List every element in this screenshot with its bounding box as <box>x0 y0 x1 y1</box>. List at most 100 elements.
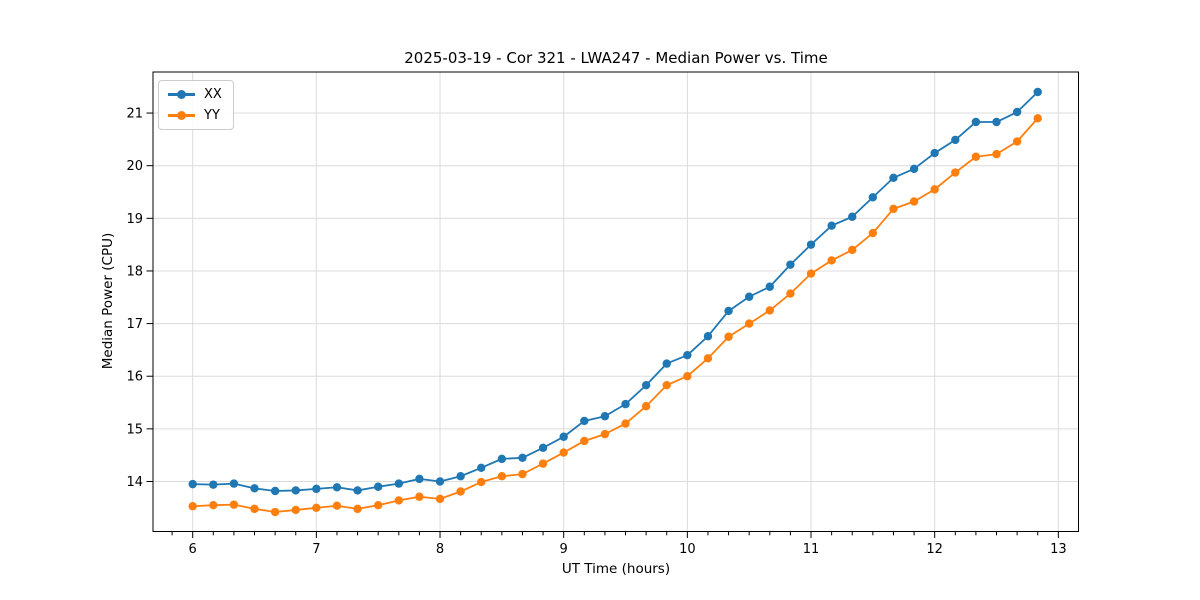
data-point-yy <box>889 204 898 214</box>
data-point-xx <box>518 453 527 463</box>
data-point-yy <box>703 354 713 363</box>
data-point-xx <box>621 399 630 409</box>
data-point-yy <box>992 149 1001 159</box>
data-point-yy <box>1033 114 1042 123</box>
legend-line-marker-icon <box>168 90 195 100</box>
axis-ticks <box>146 112 1059 538</box>
data-point-xx <box>291 486 300 495</box>
data-point-yy <box>971 152 981 161</box>
chart-title: 2025-03-19 - Cor 321 - LWA247 - Median P… <box>404 49 828 67</box>
data-point-xx <box>683 350 692 360</box>
svg-text:15: 15 <box>126 422 143 437</box>
svg-text:19: 19 <box>126 212 143 227</box>
y-axis-label: Median Power (CPU) <box>100 232 116 370</box>
svg-text:13: 13 <box>1050 542 1067 557</box>
data-point-xx <box>580 416 589 426</box>
data-point-xx <box>394 479 404 488</box>
data-point-xx <box>332 483 342 492</box>
data-point-xx <box>827 221 836 230</box>
data-point-xx <box>373 482 383 491</box>
data-point-yy <box>765 306 774 315</box>
data-point-yy <box>641 402 651 411</box>
data-point-yy <box>786 289 795 298</box>
data-point-xx <box>538 443 548 453</box>
data-point-xx <box>415 474 424 484</box>
data-point-yy <box>683 372 692 381</box>
data-point-yy <box>456 487 465 496</box>
data-point-yy <box>188 502 197 511</box>
data-point-xx <box>600 412 610 421</box>
data-point-xx <box>662 359 671 368</box>
data-point-xx <box>477 463 486 473</box>
data-point-yy <box>332 501 342 510</box>
data-point-yy <box>580 436 589 446</box>
x-axis-label: UT Time (hours) <box>561 561 671 577</box>
svg-text:16: 16 <box>126 370 143 385</box>
svg-text:8: 8 <box>436 542 444 557</box>
svg-text:20: 20 <box>126 159 143 174</box>
svg-text:9: 9 <box>560 542 568 557</box>
data-point-xx <box>930 148 939 158</box>
data-point-xx <box>868 193 878 202</box>
data-point-yy <box>229 500 239 509</box>
svg-text:11: 11 <box>803 542 820 557</box>
data-point-yy <box>518 469 527 479</box>
data-point-yy <box>930 185 939 194</box>
series-yy <box>188 114 1042 517</box>
data-point-yy <box>477 477 486 487</box>
data-point-yy <box>497 472 507 481</box>
data-point-yy <box>806 269 816 278</box>
legend-label: YY <box>204 108 220 123</box>
data-point-yy <box>250 504 259 514</box>
data-point-yy <box>270 507 280 517</box>
data-point-xx <box>1012 107 1022 117</box>
grid-lines <box>153 72 1079 532</box>
data-point-xx <box>971 117 981 127</box>
series-xx <box>188 87 1042 496</box>
data-point-xx <box>497 454 507 464</box>
data-point-yy <box>538 459 548 468</box>
data-point-yy <box>744 319 754 328</box>
svg-text:6: 6 <box>189 542 197 557</box>
data-point-xx <box>909 164 919 174</box>
data-point-xx <box>724 306 733 316</box>
legend-label: XX <box>204 87 222 102</box>
data-point-yy <box>353 504 362 514</box>
data-point-yy <box>373 500 383 510</box>
data-point-xx <box>744 292 754 301</box>
data-point-xx <box>435 477 445 486</box>
data-point-yy <box>394 496 404 505</box>
data-point-xx <box>703 332 713 341</box>
data-point-yy <box>868 228 878 238</box>
data-point-yy <box>559 448 568 457</box>
data-point-yy <box>291 505 300 515</box>
data-point-xx <box>641 380 651 390</box>
data-point-xx <box>889 173 898 182</box>
data-point-yy <box>724 332 733 341</box>
data-point-xx <box>353 486 362 495</box>
data-point-xx <box>270 486 280 496</box>
data-point-xx <box>806 240 816 249</box>
data-point-yy <box>435 494 445 504</box>
svg-text:12: 12 <box>926 542 943 557</box>
data-point-xx <box>951 135 960 145</box>
legend-dot-icon <box>177 111 186 121</box>
legend-entry-xx: XX <box>168 88 222 101</box>
data-point-yy <box>600 429 610 439</box>
svg-text:14: 14 <box>126 475 143 490</box>
legend: XX YY <box>158 80 234 130</box>
svg-text:7: 7 <box>312 542 320 557</box>
svg-text:21: 21 <box>126 107 143 122</box>
legend-dot-icon <box>177 90 186 100</box>
data-point-yy <box>415 492 424 501</box>
data-point-yy <box>209 500 218 510</box>
data-point-xx <box>229 479 239 488</box>
data-point-yy <box>827 256 836 265</box>
data-point-xx <box>559 432 568 441</box>
data-point-xx <box>456 472 465 481</box>
data-point-yy <box>848 245 857 255</box>
legend-entry-yy: YY <box>168 109 222 122</box>
plot-border <box>152 71 1079 532</box>
